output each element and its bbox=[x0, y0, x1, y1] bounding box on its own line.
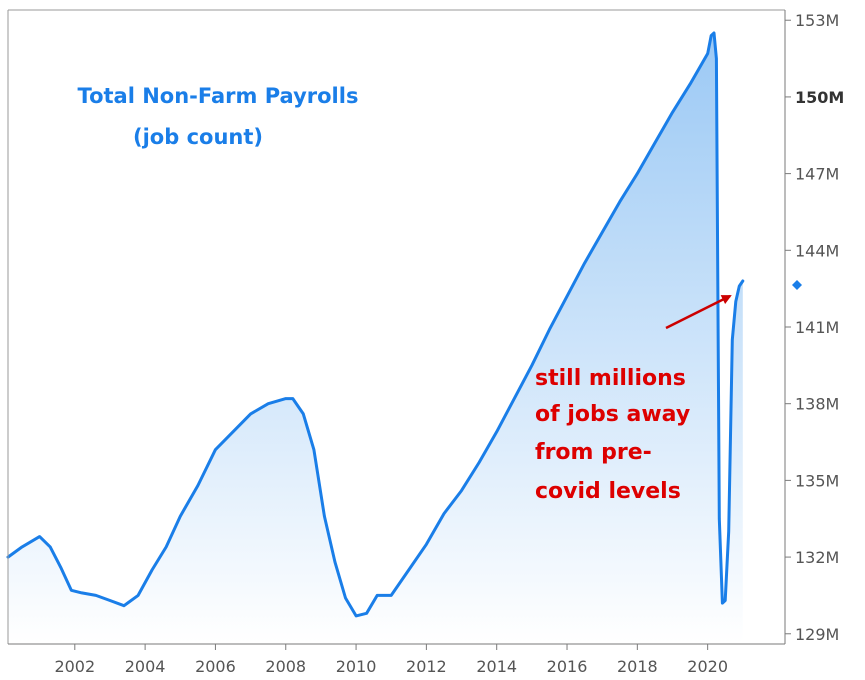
y-tick-label: 132M bbox=[795, 548, 839, 567]
x-axis: 2002 2004 2006 2008 2010 2012 2014 2016 2018 2020 bbox=[54, 644, 728, 676]
chart-title: Total Non-Farm Payrolls bbox=[78, 84, 359, 108]
annotation-line-1: still millions bbox=[535, 366, 686, 391]
x-tick-label: 2020 bbox=[687, 657, 728, 676]
x-tick-label: 2012 bbox=[406, 657, 447, 676]
annotation-arrow bbox=[665, 294, 732, 330]
annotation-line-4: covid levels bbox=[535, 479, 681, 504]
annotation-line-2: of jobs away bbox=[535, 402, 690, 427]
x-tick-label: 2018 bbox=[617, 657, 658, 676]
annotation-line-3: from pre- bbox=[535, 440, 652, 465]
payrolls-area bbox=[8, 33, 743, 643]
annotation: still millions of jobs away from pre- co… bbox=[535, 294, 732, 504]
y-tick-label: 129M bbox=[795, 625, 839, 644]
x-tick-label: 2014 bbox=[476, 657, 517, 676]
x-tick-label: 2010 bbox=[336, 657, 377, 676]
y-tick-label: 141M bbox=[795, 318, 839, 337]
y-tick-label: 144M bbox=[795, 241, 839, 260]
x-tick-label: 2004 bbox=[125, 657, 166, 676]
chart-subtitle: (job count) bbox=[133, 125, 263, 149]
current-value-marker bbox=[792, 280, 802, 290]
y-tick-label: 138M bbox=[795, 395, 839, 414]
y-tick-label: 135M bbox=[795, 471, 839, 490]
x-tick-label: 2002 bbox=[54, 657, 95, 676]
x-tick-label: 2006 bbox=[195, 657, 236, 676]
payrolls-line bbox=[6, 31, 745, 618]
y-tick-label: 150M bbox=[795, 88, 844, 107]
y-tick-label: 147M bbox=[795, 165, 839, 184]
y-tick-label: 153M bbox=[795, 11, 839, 30]
y-axis: 129M 132M 135M 138M 141M 144M 147M 150M 153M bbox=[785, 11, 844, 644]
x-tick-label: 2008 bbox=[265, 657, 306, 676]
x-tick-label: 2016 bbox=[547, 657, 588, 676]
